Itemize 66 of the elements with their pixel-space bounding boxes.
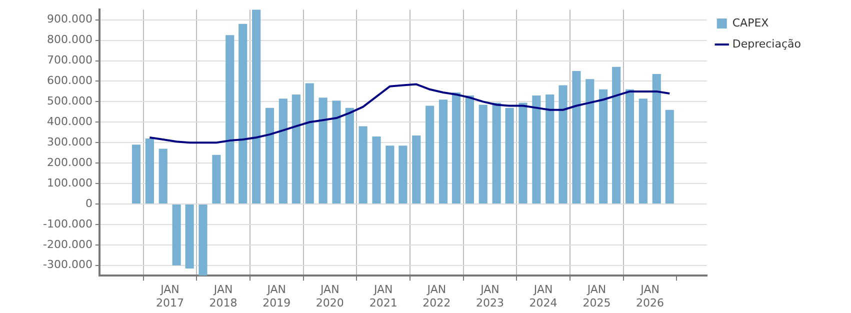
bar [332, 100, 341, 204]
bar [145, 138, 154, 204]
bar [358, 126, 368, 204]
bar [212, 154, 221, 204]
y-tick-label: 700.000 [46, 54, 92, 67]
bar [412, 135, 421, 204]
y-tick-label: 200.000 [46, 156, 92, 169]
x-tick-label: JAN 2018 [209, 283, 238, 310]
bar [426, 106, 434, 204]
bar [386, 146, 394, 204]
bar [652, 74, 661, 204]
bar [318, 98, 328, 204]
bar [158, 148, 168, 204]
bar [292, 94, 300, 204]
x-tick-label: JAN 2017 [156, 283, 184, 310]
bar [572, 70, 581, 204]
bar [558, 85, 568, 204]
bar [252, 10, 261, 204]
bar [599, 89, 608, 204]
y-tick-label: -100.000 [42, 217, 92, 230]
y-tick-label: 500.000 [46, 94, 92, 108]
bar [465, 96, 474, 204]
bar [172, 204, 181, 266]
bar [132, 144, 141, 204]
bar [452, 92, 461, 204]
bar [505, 108, 514, 204]
y-tick-label: -200.000 [42, 238, 92, 251]
y-tick-label: 0 [85, 196, 92, 210]
x-tick-label: JAN 2026 [636, 283, 664, 310]
bar [265, 108, 274, 204]
bar [372, 136, 381, 204]
bar [478, 104, 488, 204]
x-tick-label: JAN 2019 [262, 283, 291, 310]
y-tick-label: 100.000 [46, 176, 92, 190]
x-tick-label: JAN 2024 [529, 283, 558, 310]
bar [198, 204, 208, 276]
legend-label: CAPEX [732, 16, 770, 30]
bar [638, 98, 648, 204]
x-tick-label: JAN 2023 [476, 283, 504, 310]
bar [398, 146, 408, 204]
y-tick-label: 300.000 [46, 135, 92, 148]
bar [305, 83, 314, 204]
bar [665, 110, 674, 204]
y-tick-label: -300.000 [42, 258, 92, 272]
legend-label: Depreciação [732, 37, 802, 50]
y-tick-label: 400.000 [46, 115, 92, 128]
x-tick-label: JAN 2021 [369, 283, 398, 310]
bar [518, 102, 528, 204]
y-tick-label: 600.000 [46, 74, 92, 88]
x-tick-label: JAN 2022 [422, 283, 451, 310]
bar [532, 96, 541, 204]
bar [546, 94, 554, 204]
bar [612, 66, 621, 204]
x-tick-label: JAN 2020 [316, 283, 344, 310]
bar [185, 204, 194, 268]
bar [345, 108, 354, 204]
bar [278, 98, 288, 204]
y-tick-label: 900.000 [46, 12, 92, 26]
bar [586, 79, 594, 204]
y-tick-label: 800.000 [46, 33, 92, 46]
bar [438, 100, 448, 204]
bar [226, 35, 234, 204]
x-tick-label: JAN 2025 [582, 283, 611, 310]
bar [492, 102, 501, 204]
bar [625, 89, 634, 204]
bar [238, 24, 248, 204]
